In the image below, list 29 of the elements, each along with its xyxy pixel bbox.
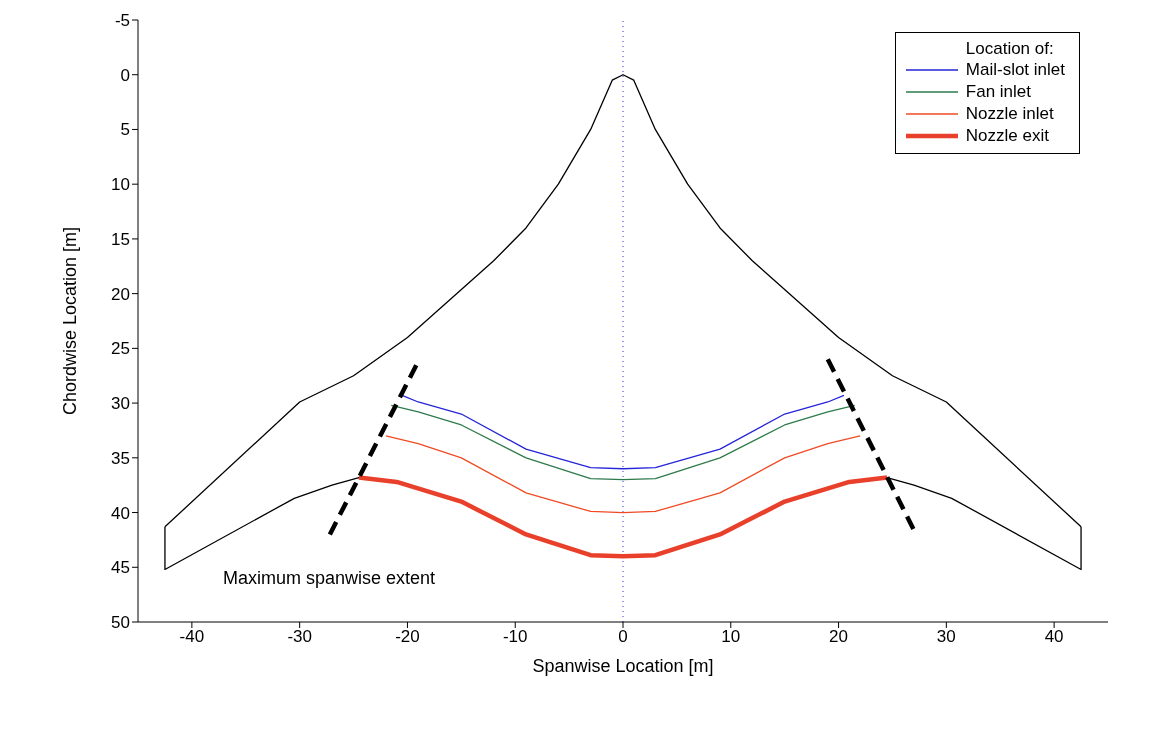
legend-label: Mail-slot inlet <box>965 59 1065 81</box>
y-tick-label: 30 <box>111 394 130 414</box>
legend-label: Nozzle inlet <box>965 103 1054 125</box>
y-tick-label: 25 <box>111 339 130 359</box>
x-tick-label: 10 <box>721 627 741 647</box>
x-axis-title: Spanwise Location [m] <box>532 656 714 676</box>
y-tick-label: 35 <box>111 448 130 468</box>
y-tick-label: 15 <box>111 229 130 249</box>
y-tick-label: 50 <box>111 613 130 633</box>
y-tick-label: -5 <box>114 11 130 31</box>
y-tick-label: 5 <box>120 120 130 140</box>
x-tick-label: -30 <box>287 627 312 647</box>
y-tick-label: 45 <box>111 558 130 578</box>
x-tick-label: 40 <box>1044 627 1064 647</box>
x-tick-label: -20 <box>395 627 420 647</box>
legend-label: Nozzle exit <box>965 125 1049 147</box>
y-tick-label: 10 <box>111 175 130 195</box>
x-tick-label: -10 <box>502 627 528 647</box>
y-axis-title: Chordwise Location [m] <box>60 226 81 416</box>
y-tick-label: 0 <box>120 65 130 85</box>
annotation: Maximum spanwise extent <box>223 568 436 589</box>
y-tick-label: 20 <box>111 284 130 304</box>
legend-title: Location of: <box>964 39 1055 59</box>
x-tick-label: 30 <box>936 627 956 647</box>
y-tick-label: 40 <box>111 503 130 523</box>
x-tick-label: -40 <box>179 627 205 647</box>
x-tick-label: 0 <box>618 627 628 647</box>
x-tick-label: 20 <box>829 627 849 647</box>
legend-label: Fan inlet <box>965 81 1031 103</box>
